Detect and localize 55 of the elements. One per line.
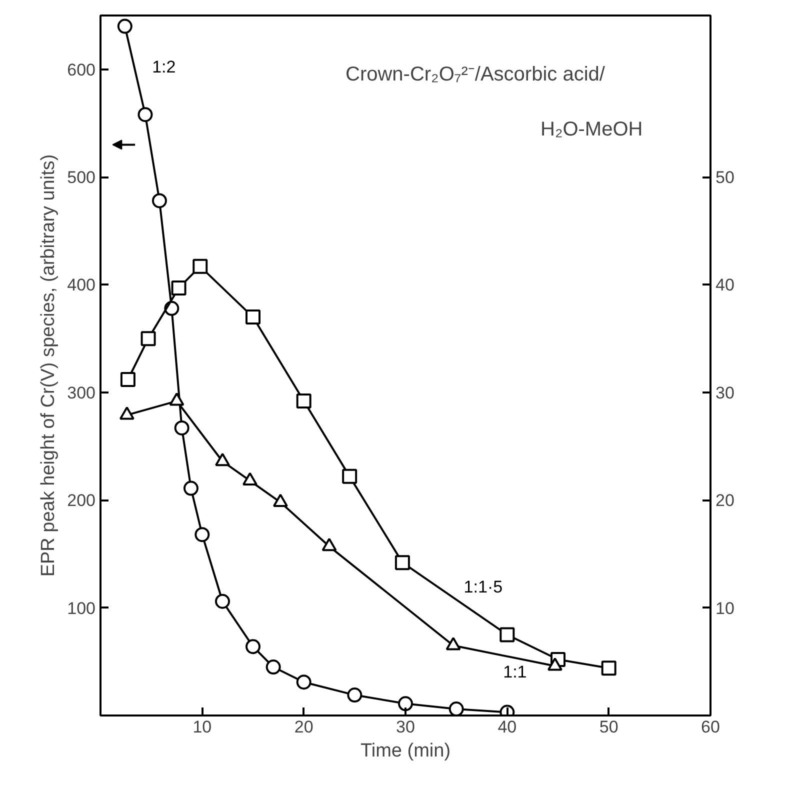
x-tick-label: 40 (498, 718, 517, 736)
point (242, 472, 258, 486)
point (246, 310, 260, 325)
y-tick-label: 600 (67, 60, 96, 80)
point (120, 372, 136, 387)
point (398, 696, 413, 712)
point (119, 406, 134, 420)
point (500, 627, 515, 642)
point (394, 555, 410, 570)
point (174, 420, 190, 436)
point (322, 538, 337, 552)
point (169, 392, 184, 406)
y-tick-label: 300 (67, 383, 96, 402)
point (246, 639, 260, 654)
point (296, 394, 312, 409)
y2-tick-label: 10 (716, 598, 734, 618)
point (183, 480, 198, 496)
point (601, 660, 616, 676)
point (342, 468, 358, 484)
x-axis-title: Time (min) (360, 740, 451, 762)
series-label: 1:1 (503, 662, 527, 682)
point (171, 280, 186, 296)
point (266, 660, 281, 675)
y2-tick-label: 50 (716, 168, 734, 188)
point (152, 193, 167, 208)
point (446, 636, 461, 650)
y-tick-label: 400 (67, 276, 96, 295)
point (192, 258, 208, 274)
point (194, 527, 210, 542)
annotation: Crown-Cr₂O₇²⁻/Ascorbic acid/ (346, 64, 606, 86)
y-tick-label: 500 (67, 168, 96, 188)
x-tick-label: 10 (192, 718, 212, 736)
point (215, 452, 230, 466)
point (448, 702, 464, 716)
annotation: H₂O-MeOH (540, 118, 643, 140)
point (347, 688, 362, 703)
point (138, 107, 153, 122)
series-label: 1:1·5 (464, 578, 503, 597)
y-tick-label: 100 (67, 598, 96, 618)
y2-tick-label: 40 (716, 276, 734, 295)
x-tick-label: 20 (294, 718, 314, 736)
point (272, 494, 288, 508)
point (215, 594, 230, 609)
y-axis-title: EPR peak height of Cr(V) species, (arbitrary units) (38, 154, 60, 577)
x-tick-label: 50 (599, 718, 618, 736)
point (547, 657, 562, 671)
x-tick-label: 60 (701, 718, 720, 736)
point (296, 674, 312, 690)
y2-tick-label: 30 (716, 383, 734, 402)
y2-tick-label: 20 (716, 491, 734, 510)
y-tick-label: 200 (67, 491, 96, 510)
series-label: 1:2 (152, 57, 176, 76)
x-tick-label: 30 (396, 718, 415, 736)
point (117, 18, 132, 34)
point (140, 331, 156, 346)
